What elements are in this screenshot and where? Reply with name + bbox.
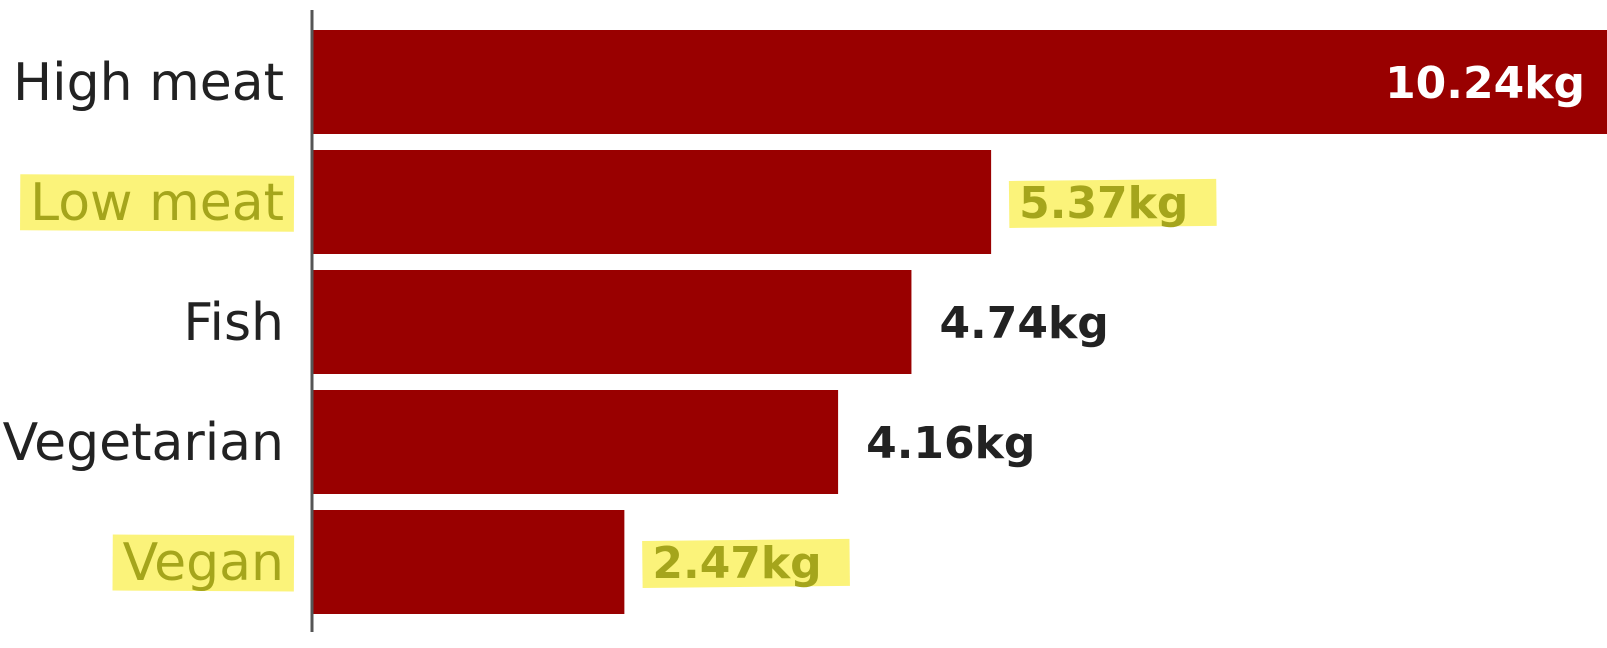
value-label-vegetarian: 4.16kg [866, 418, 1035, 469]
bar-vegan [312, 510, 625, 614]
value-label-low-meat: 5.37kg [1019, 178, 1188, 229]
bars-group [312, 30, 1607, 614]
bar-fish [312, 270, 912, 374]
highlighter-mark [20, 174, 295, 232]
bar-low-meat [312, 150, 992, 254]
highlighter-mark [642, 538, 850, 588]
highlighter-marks [20, 174, 1217, 592]
category-label-vegan: Vegan [123, 533, 284, 593]
bar-vegetarian [312, 390, 839, 494]
value-label-vegan: 2.47kg [652, 538, 821, 589]
category-label-vegetarian: Vegetarian [3, 413, 284, 473]
category-label-high-meat: High meat [13, 53, 284, 113]
bar-high-meat [312, 30, 1607, 134]
highlighter-mark [1008, 178, 1217, 228]
category-label-low-meat: Low meat [30, 173, 284, 233]
value-labels: 10.24kg 5.37kg 4.74kg 4.16kg 2.47kg [652, 58, 1585, 589]
category-labels: High meat Low meat Fish Vegetarian Vegan [3, 53, 284, 593]
value-label-high-meat: 10.24kg [1385, 58, 1585, 109]
highlighter-mark [112, 534, 295, 592]
value-label-fish: 4.74kg [939, 298, 1108, 349]
category-label-fish: Fish [183, 293, 284, 353]
